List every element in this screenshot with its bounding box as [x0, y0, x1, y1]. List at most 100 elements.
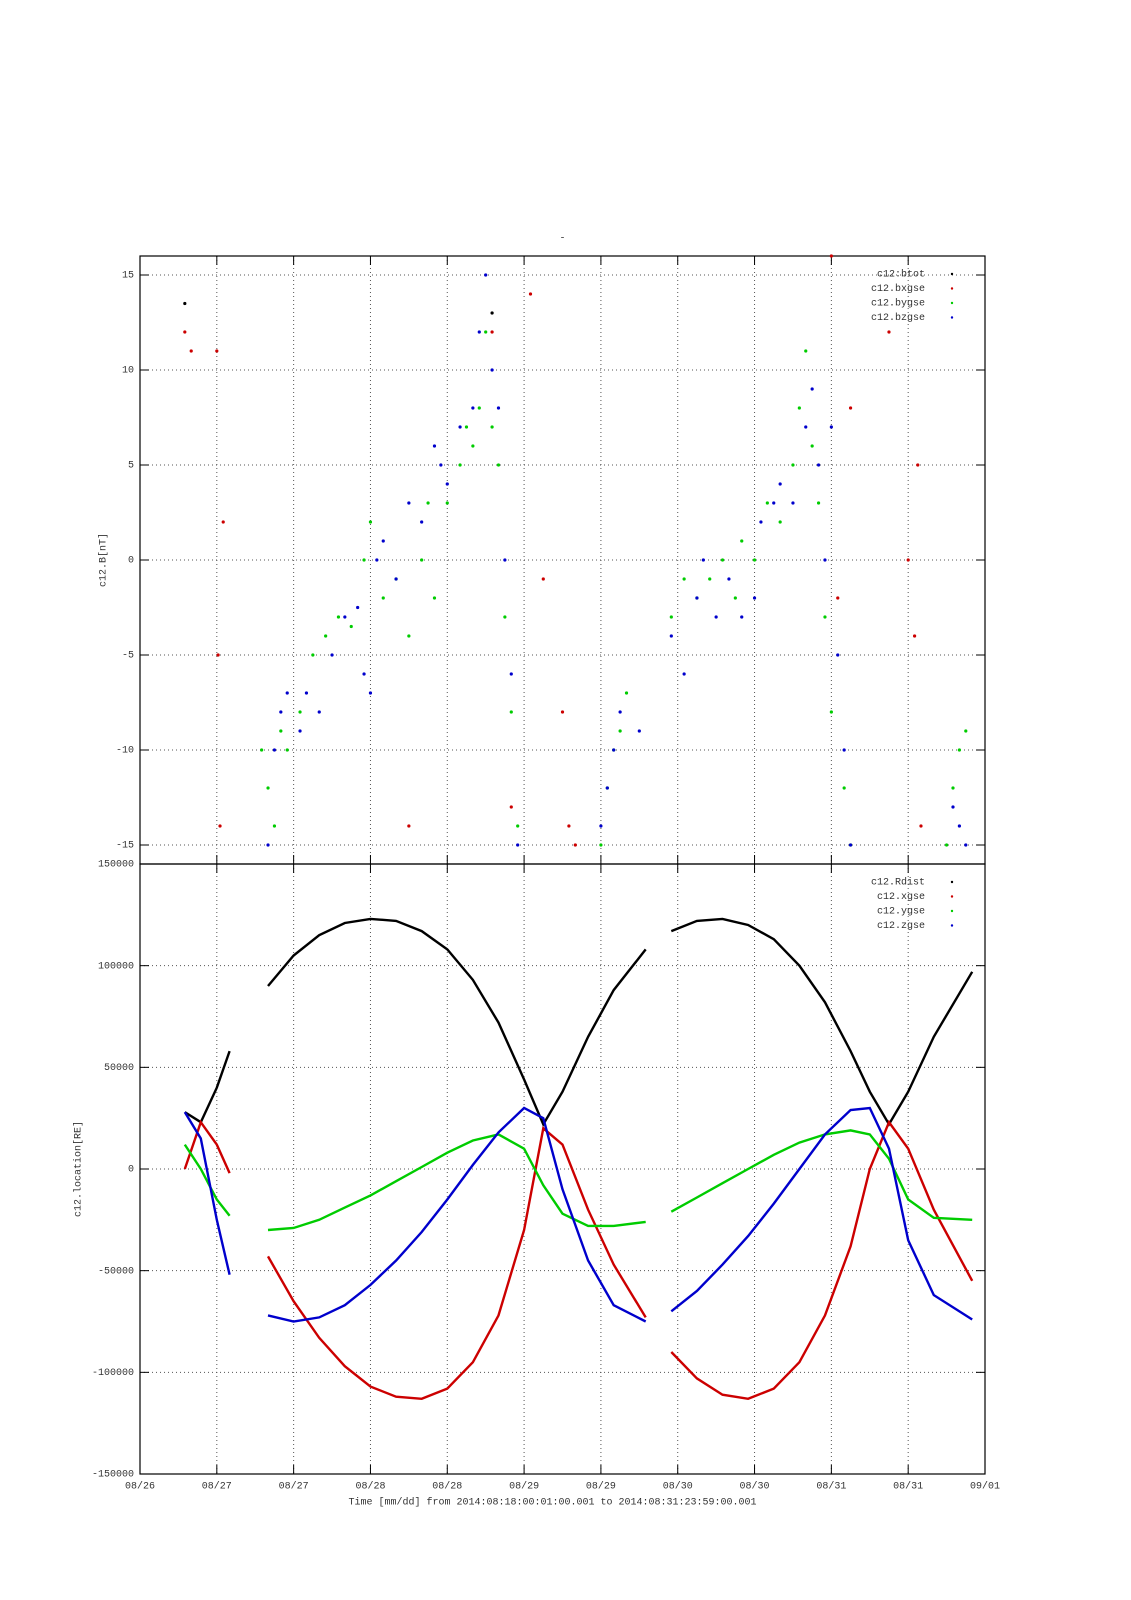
y-tick-label: -10 — [116, 746, 134, 757]
x-tick-label: 08/31 — [816, 1481, 846, 1493]
data-point — [848, 843, 853, 847]
data-point — [727, 577, 731, 581]
legend-marker — [950, 301, 954, 305]
data-point — [260, 748, 264, 752]
data-point — [496, 406, 501, 410]
data-point — [221, 520, 225, 524]
y-tick-label: -5 — [122, 651, 134, 662]
legend-marker — [950, 272, 954, 276]
y-tick-label: 0 — [128, 556, 134, 567]
data-point — [368, 520, 373, 524]
plot-frame — [139, 863, 986, 1475]
data-point — [528, 292, 533, 296]
data-point — [708, 577, 712, 581]
data-point — [829, 425, 833, 429]
data-point — [407, 634, 411, 638]
y-tick-label: 150000 — [98, 860, 134, 871]
data-point — [612, 748, 616, 752]
legend-label: c12.bygse — [871, 298, 925, 310]
x-tick-label: 08/28 — [432, 1481, 462, 1493]
data-point — [458, 425, 462, 429]
data-point — [490, 425, 494, 429]
data-point — [420, 520, 424, 524]
data-point — [842, 748, 846, 752]
data-point — [714, 615, 718, 619]
data-point — [516, 843, 520, 847]
data-point — [420, 558, 424, 562]
data-point — [272, 824, 277, 828]
data-point — [432, 596, 437, 600]
data-point — [618, 710, 622, 714]
data-point — [490, 368, 494, 372]
data-point — [733, 596, 737, 600]
data-point — [298, 729, 302, 733]
data-point — [272, 748, 277, 752]
y-tick-label: 100000 — [98, 961, 134, 972]
data-point — [772, 501, 776, 505]
data-point — [304, 691, 309, 695]
data-point — [682, 672, 686, 676]
data-point — [816, 463, 821, 467]
data-point — [752, 596, 757, 600]
y-tick-label: -150000 — [92, 1470, 134, 1481]
data-point — [624, 691, 629, 695]
data-point — [957, 748, 961, 752]
y-tick-label: 5 — [128, 461, 134, 472]
data-point — [509, 805, 513, 809]
data-point — [778, 482, 782, 486]
data-point — [503, 558, 507, 562]
data-point — [484, 273, 488, 277]
data-point — [509, 710, 513, 714]
data-point — [778, 520, 782, 524]
data-point — [836, 653, 840, 657]
data-point — [637, 729, 641, 733]
data-point — [599, 824, 603, 828]
legend-marker — [950, 924, 954, 927]
data-line — [183, 1129, 973, 1232]
data-point — [669, 615, 673, 619]
data-point — [458, 463, 462, 467]
data-point — [842, 786, 846, 790]
legend-marker — [950, 909, 954, 913]
data-point — [740, 539, 744, 543]
data-point — [349, 624, 353, 629]
legend-marker — [950, 316, 954, 319]
y-tick-label: -100000 — [92, 1368, 134, 1379]
legend-label: c12.xgse — [877, 892, 925, 903]
data-point — [829, 710, 833, 714]
data-point — [605, 786, 609, 790]
data-point — [599, 843, 603, 847]
data-point — [765, 501, 769, 505]
y-axis-label: c12.location[RE] — [73, 1121, 85, 1217]
data-point — [311, 653, 315, 657]
legend-marker — [950, 880, 954, 884]
data-point — [426, 501, 430, 505]
data-point — [701, 558, 705, 562]
data-point — [810, 387, 814, 391]
data-point — [189, 349, 193, 353]
data-point — [445, 501, 449, 505]
data-point — [964, 729, 968, 733]
data-point — [836, 596, 840, 600]
data-point — [356, 605, 360, 610]
data-point — [740, 615, 744, 619]
data-point — [484, 330, 488, 334]
data-point — [266, 786, 270, 790]
data-point — [823, 558, 827, 562]
data-point — [791, 463, 795, 467]
data-point — [279, 729, 283, 733]
y-tick-label: 10 — [122, 366, 134, 377]
data-point — [816, 501, 821, 505]
chart-title: - — [559, 234, 565, 245]
data-point — [471, 444, 475, 448]
data-point — [567, 824, 571, 828]
x-tick-label: 08/29 — [586, 1481, 616, 1493]
x-tick-label: 08/30 — [740, 1481, 770, 1493]
x-tick-label: 08/30 — [663, 1481, 693, 1493]
data-point — [381, 539, 385, 543]
data-point — [394, 577, 398, 581]
x-tick-label: 08/31 — [893, 1481, 923, 1493]
data-point — [720, 558, 725, 562]
data-point — [407, 501, 411, 505]
